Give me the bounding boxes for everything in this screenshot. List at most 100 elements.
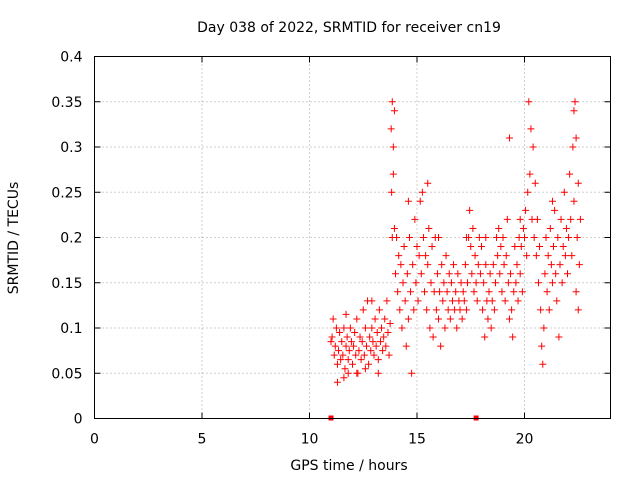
data-point — [445, 270, 453, 278]
data-point — [410, 306, 418, 314]
data-point — [389, 143, 397, 151]
data-point — [570, 107, 578, 115]
data-point — [529, 143, 537, 151]
data-point — [409, 261, 417, 269]
data-point — [352, 351, 360, 359]
data-point — [337, 356, 345, 364]
data-point — [338, 338, 346, 346]
data-point — [498, 288, 506, 296]
data-point — [541, 270, 549, 278]
data-point — [516, 215, 524, 223]
data-point — [429, 333, 437, 341]
data-point — [469, 224, 477, 232]
data-point — [342, 342, 350, 350]
data-point — [361, 324, 369, 332]
x-tick-label: 0 — [90, 432, 99, 448]
data-point — [438, 261, 446, 269]
data-point — [376, 338, 384, 346]
data-point — [519, 224, 527, 232]
data-point — [505, 134, 513, 142]
data-point — [545, 306, 553, 314]
data-point — [576, 215, 584, 223]
y-tick-label: 0.2 — [60, 231, 82, 247]
data-point — [331, 342, 339, 350]
data-point — [414, 297, 422, 305]
data-point — [531, 179, 539, 187]
data-point — [351, 329, 359, 337]
data-point — [466, 206, 474, 214]
data-point — [357, 356, 365, 364]
plot-frame — [94, 56, 611, 419]
data-point — [437, 342, 445, 350]
data-point — [569, 143, 577, 151]
data-point — [532, 252, 540, 260]
data-point — [556, 261, 564, 269]
x-axis-title: GPS time / hours — [290, 458, 407, 474]
y-tick-label: 0.35 — [51, 95, 82, 111]
data-point — [360, 351, 368, 359]
data-point — [390, 107, 398, 115]
data-point — [375, 306, 383, 314]
data-point — [468, 270, 476, 278]
data-point — [367, 347, 375, 355]
data-point — [450, 261, 458, 269]
data-points — [327, 98, 584, 386]
data-point — [341, 365, 349, 373]
data-point — [328, 333, 336, 341]
data-point — [530, 234, 538, 241]
y-tick-label: 0.05 — [51, 366, 82, 382]
data-point — [439, 297, 447, 305]
data-point — [574, 306, 582, 314]
data-point — [516, 270, 524, 278]
data-point — [488, 297, 496, 305]
data-point — [497, 243, 505, 251]
y-tick-label: 0 — [74, 412, 83, 428]
data-point — [518, 288, 526, 296]
data-point — [359, 306, 367, 314]
data-point — [559, 243, 567, 251]
data-point — [427, 279, 435, 287]
data-point — [552, 270, 560, 278]
data-point — [412, 279, 420, 287]
data-point — [452, 288, 460, 296]
data-point — [400, 243, 408, 251]
data-point — [523, 252, 531, 260]
data-point — [500, 261, 508, 269]
data-point — [398, 324, 406, 332]
y-tick-label: 0.3 — [60, 140, 82, 156]
data-point — [435, 234, 442, 241]
data-point — [413, 243, 421, 251]
data-point — [480, 279, 488, 287]
data-point — [369, 338, 377, 346]
data-point — [544, 252, 552, 260]
x-tick-label: 10 — [301, 432, 319, 448]
y-tick-label: 0.25 — [51, 185, 82, 201]
data-point — [353, 315, 361, 323]
data-point — [343, 333, 351, 341]
data-point — [509, 333, 517, 341]
data-point — [473, 297, 481, 305]
x-tick-label: 5 — [198, 432, 207, 448]
data-point — [344, 369, 352, 377]
data-point — [474, 261, 482, 269]
data-point — [356, 333, 364, 341]
data-point — [534, 279, 542, 287]
data-point — [370, 351, 378, 359]
data-point — [526, 170, 534, 178]
data-point — [355, 347, 363, 355]
data-point — [572, 288, 580, 296]
data-point — [566, 170, 574, 178]
data-point — [424, 179, 432, 187]
data-point — [417, 270, 425, 278]
data-point — [486, 270, 494, 278]
data-point — [346, 324, 354, 332]
data-point — [524, 188, 532, 196]
data-point — [385, 351, 393, 359]
data-point — [384, 329, 392, 337]
data-point — [382, 342, 390, 350]
data-point — [374, 356, 382, 364]
data-point — [464, 279, 472, 287]
data-point — [478, 243, 485, 251]
data-point — [402, 342, 410, 350]
data-point — [564, 270, 571, 278]
